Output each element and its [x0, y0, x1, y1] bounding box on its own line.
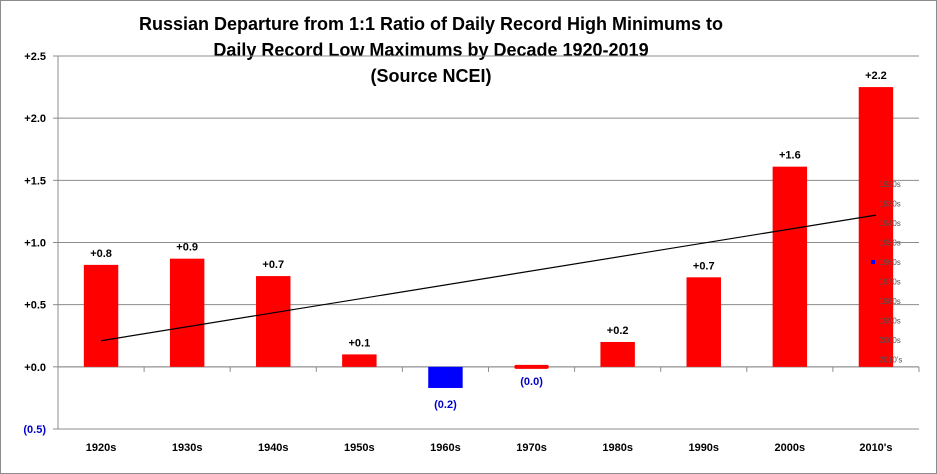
data-label: (0.2) [434, 399, 457, 411]
legend-entry: 1990s [879, 317, 901, 326]
y-tick-label: +1.0 [24, 238, 46, 250]
data-label: +2.2 [865, 70, 887, 82]
y-tick-label: +1.5 [24, 175, 46, 187]
bar [83, 264, 119, 367]
legend-entry: 1960s [879, 258, 901, 267]
y-tick-label: +0.0 [24, 362, 46, 374]
bar [428, 366, 463, 388]
x-tick-label: 1950s [344, 442, 375, 454]
trendline [100, 214, 877, 342]
chart-title-line-1: Russian Departure from 1:1 Ratio of Dail… [138, 14, 724, 34]
data-label: +0.7 [262, 259, 284, 271]
legend-entry: 1930s [879, 200, 901, 209]
legend-entry: 1920s [879, 180, 901, 189]
data-label: (0.0) [520, 376, 543, 388]
data-label: +0.7 [693, 260, 715, 272]
data-label: +0.2 [607, 325, 629, 337]
y-tick-label: (0.5) [23, 424, 46, 436]
legend-entry: 2010's [879, 356, 902, 365]
legend-entry: 1940s [879, 219, 901, 228]
bar [342, 354, 377, 367]
bar [600, 341, 635, 367]
y-tick-label: +2.5 [24, 51, 46, 63]
x-tick-label: 1990s [688, 442, 719, 454]
x-tick-label: 2000s [775, 442, 806, 454]
chart-title-line-3: (Source NCEI) [370, 66, 492, 86]
data-label: +0.1 [348, 337, 370, 349]
bar [772, 166, 808, 367]
x-tick-label: 2010's [859, 442, 892, 454]
chart-title: Russian Departure from 1:1 Ratio of Dail… [71, 11, 791, 89]
bar [169, 258, 205, 367]
x-tick-label: 1980s [602, 442, 633, 454]
x-tick-label: 1940s [258, 442, 289, 454]
legend-entry: 2000s [879, 336, 901, 345]
x-tick-label: 1920s [86, 442, 117, 454]
y-tick-label: +2.0 [24, 113, 46, 125]
data-label: +1.6 [779, 150, 801, 162]
y-tick-label: +0.5 [24, 300, 46, 312]
bar [686, 277, 721, 367]
x-tick-label: 1930s [172, 442, 203, 454]
x-tick-label: 1970s [516, 442, 547, 454]
data-label: +0.8 [90, 248, 112, 260]
legend-entry: 1980s [879, 297, 901, 306]
bar [256, 276, 291, 367]
legend-marker [871, 260, 875, 264]
chart-title-line-2: Daily Record Low Maximums by Decade 1920… [213, 40, 649, 60]
bar [858, 87, 894, 367]
data-label: +0.9 [176, 242, 198, 254]
x-tick-label: 1960s [430, 442, 461, 454]
bar [514, 364, 549, 369]
legend-entry: 1970s [879, 278, 901, 287]
legend-entry: 1950s [879, 239, 901, 248]
